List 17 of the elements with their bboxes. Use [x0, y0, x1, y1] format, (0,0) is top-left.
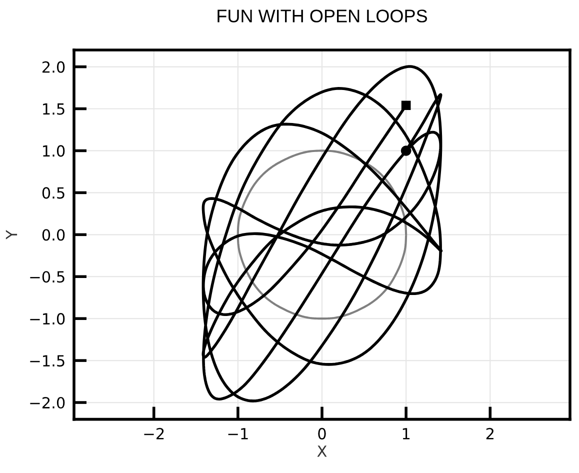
y-tick-label: −0.5 [30, 271, 64, 283]
y-tick-label: −2.0 [30, 396, 65, 409]
x-tick-label: 0 [318, 428, 326, 440]
chart-title: FUN WITH OPEN LOOPS [218, 10, 428, 22]
y-tick-label: 2.0 [42, 61, 65, 73]
x-tick-label: 2 [486, 428, 494, 440]
y-tick-label: 0.0 [42, 229, 65, 241]
y-tick-label: −1.5 [30, 355, 64, 367]
y-axis-title: Y [6, 230, 18, 240]
x-axis-title: X [317, 446, 327, 457]
y-tick-label: 0.5 [42, 187, 64, 199]
y-tick-label: 1.5 [43, 103, 64, 115]
x-tick-label: −1 [228, 428, 248, 440]
y-tick-label: 1.0 [43, 145, 65, 157]
y-tick-label: −1.0 [30, 313, 65, 325]
x-tick-label: 1 [402, 428, 410, 440]
x-tick-label: −2 [144, 428, 164, 440]
